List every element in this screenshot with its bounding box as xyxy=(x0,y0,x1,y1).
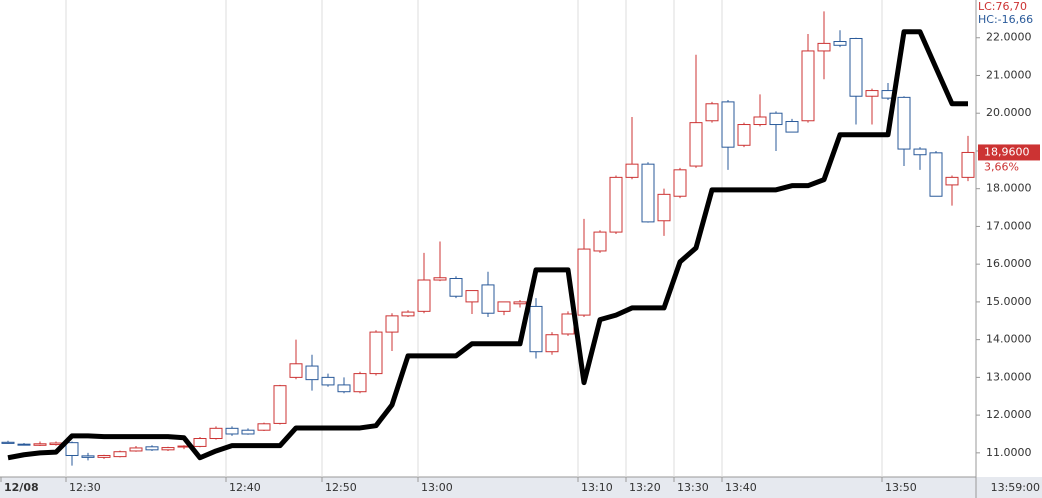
hc-label: HC:-16,66 xyxy=(978,13,1033,26)
x-tick-label: 12:40 xyxy=(229,481,261,494)
candle-body xyxy=(17,443,31,446)
candle-body xyxy=(513,301,527,305)
candle-body xyxy=(273,385,287,424)
candle-body xyxy=(897,96,911,150)
change-label: 3,66% xyxy=(984,160,1019,173)
y-tick-label: 21.0000 xyxy=(986,68,1032,81)
candle-body xyxy=(481,284,495,314)
y-tick-label: 17.0000 xyxy=(986,219,1032,232)
x-tick-label: 13:40 xyxy=(725,481,757,494)
candle-body xyxy=(593,231,607,252)
candle-body xyxy=(209,427,223,440)
candle-body xyxy=(769,112,783,126)
candle-body xyxy=(321,376,335,386)
candle-body xyxy=(113,451,127,458)
candle-body xyxy=(705,103,719,122)
candle-body xyxy=(721,101,735,148)
candle-body xyxy=(369,331,383,375)
candle-body xyxy=(449,278,463,297)
y-tick-label: 22.0000 xyxy=(986,31,1032,44)
candle-body xyxy=(401,311,415,317)
candle-body xyxy=(785,121,799,133)
candle-body xyxy=(577,248,591,316)
x-tick-label: 13:20 xyxy=(629,481,661,494)
candle-body xyxy=(689,122,703,167)
candle-body xyxy=(289,363,303,378)
candle-body xyxy=(961,151,975,178)
x-axis-band xyxy=(0,477,1042,498)
x-tick-label: 13:50 xyxy=(885,481,917,494)
candle-body xyxy=(801,50,815,122)
candle-body xyxy=(353,373,367,393)
candle-body xyxy=(81,455,95,458)
candle-body xyxy=(929,152,943,197)
candle-body xyxy=(33,443,47,446)
y-tick-label: 12.0000 xyxy=(986,408,1032,421)
y-tick-label: 15.0000 xyxy=(986,295,1032,308)
y-tick-label: 11.0000 xyxy=(986,446,1032,459)
x-tick-label: 12:50 xyxy=(325,481,357,494)
x-tick-label: 13:10 xyxy=(581,481,613,494)
candle-body xyxy=(753,116,767,126)
candle-body xyxy=(65,442,79,456)
x-tick-label: 12/08 xyxy=(4,481,39,494)
x-tick-label: 12:30 xyxy=(69,481,101,494)
candle-body xyxy=(817,42,831,52)
candle-body xyxy=(1,441,15,444)
x-tick-label: 13:00 xyxy=(421,481,453,494)
candle-body xyxy=(849,37,863,97)
overlay-line xyxy=(7,29,968,461)
x-end-label: 13:59:00 xyxy=(991,481,1040,494)
candle-body xyxy=(641,163,655,223)
candle-body xyxy=(865,90,879,97)
candle-body xyxy=(433,277,447,281)
candle-body xyxy=(257,423,271,431)
y-tick-label: 16.0000 xyxy=(986,257,1032,270)
candle-body xyxy=(833,41,847,46)
candle-body xyxy=(337,384,351,393)
last-price-box xyxy=(978,144,1040,161)
candle-body xyxy=(529,305,543,353)
candle-body xyxy=(97,454,111,458)
x-tick-label: 13:30 xyxy=(677,481,709,494)
candle-body xyxy=(145,446,159,451)
candle-body xyxy=(225,427,239,435)
lc-label: LC:76,70 xyxy=(978,0,1027,13)
candle-body xyxy=(241,429,255,435)
candle-body xyxy=(609,176,623,233)
candle-body xyxy=(497,301,511,312)
last-price-label: 18,9600 xyxy=(984,145,1030,158)
candle-body xyxy=(129,447,143,452)
candle-body xyxy=(417,279,431,312)
candle-body xyxy=(385,315,399,333)
candle-body xyxy=(657,193,671,222)
candle-body xyxy=(737,124,751,146)
candle-body xyxy=(193,438,207,447)
candle-body xyxy=(545,334,559,353)
y-tick-label: 20.0000 xyxy=(986,106,1032,119)
candle-body xyxy=(161,447,175,451)
candle-body xyxy=(673,169,687,197)
y-tick-label: 13.0000 xyxy=(986,370,1032,383)
y-tick-label: 14.0000 xyxy=(986,333,1032,346)
candle-body xyxy=(465,290,479,303)
candle-body xyxy=(625,163,639,178)
candle-body xyxy=(305,365,319,381)
candle-body xyxy=(913,148,927,156)
candle-body xyxy=(945,176,959,186)
y-tick-label: 18.0000 xyxy=(986,182,1032,195)
